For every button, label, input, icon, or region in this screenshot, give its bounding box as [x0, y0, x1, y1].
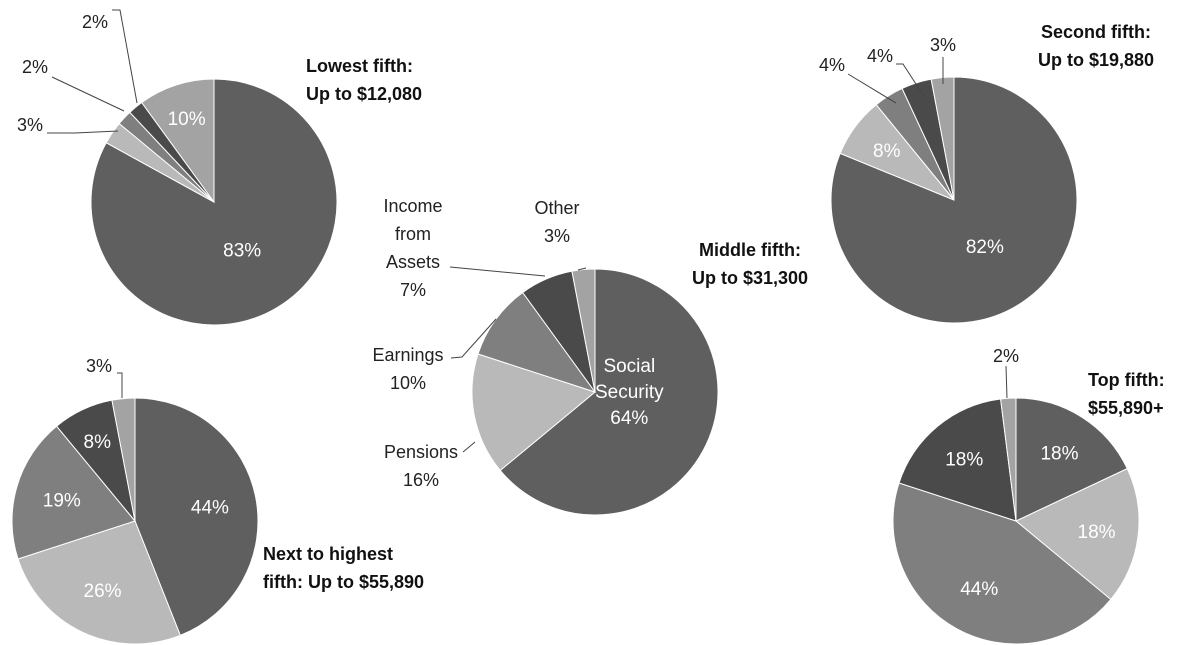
lowest-fifth-label-other: 10%	[168, 109, 206, 130]
top-fifth-callout-other: 2%	[993, 346, 1019, 366]
next-to-highest-fifth-callout-other: 3%	[86, 356, 112, 376]
next-to-highest-fifth-slice-earnings	[11, 425, 136, 560]
lowest-fifth-callout-earnings: 2%	[22, 57, 48, 77]
top-fifth-slice-social-security	[1015, 397, 1128, 522]
middle-fifth-leader-other	[577, 267, 587, 271]
top-fifth-label-pensions: 18%	[1078, 522, 1116, 543]
next-to-highest-fifth-slice-pensions	[17, 520, 181, 645]
top-fifth-leader-other	[1005, 365, 1008, 399]
top-fifth-label-earnings: 44%	[960, 579, 998, 600]
second-fifth-leader-earnings	[847, 73, 897, 104]
middle-fifth-slice-pensions	[471, 353, 597, 472]
middle-fifth-label-social-security: Social Security 64%	[595, 356, 664, 429]
second-fifth-label-social-security: 82%	[966, 237, 1004, 258]
middle-fifth-callout-pensions: Pensions 16%	[384, 442, 458, 490]
second-fifth-callout-income-from-assets: 4%	[867, 46, 893, 66]
middle-fifth-callout-income-from-assets: Income from Assets 7%	[383, 196, 442, 300]
pie-top-fifth: 18% 18% 44% 18% 2% Top fifth: $55,890+	[892, 346, 1165, 645]
top-fifth-slice-other	[1000, 397, 1017, 522]
middle-fifth-leader-earnings	[450, 318, 497, 359]
middle-fifth-leader-income-from-assets	[449, 266, 546, 277]
middle-fifth-slice-social-security	[499, 268, 719, 516]
second-fifth-callout-other: 3%	[930, 35, 956, 55]
middle-fifth-slice-other	[571, 268, 596, 393]
top-fifth-slice-earnings	[892, 482, 1112, 645]
lowest-fifth-callout-income-from-assets: 2%	[82, 12, 108, 32]
second-fifth-title: Second fifth: Up to $19,880	[1038, 22, 1154, 70]
top-fifth-slice-income-from-assets	[898, 398, 1017, 522]
lowest-fifth-callout-pensions: 3%	[17, 115, 43, 135]
middle-fifth-callout-earnings: Earnings 10%	[372, 345, 443, 393]
next-to-highest-fifth-slice-other	[111, 397, 136, 522]
middle-fifth-callout-other: Other 3%	[534, 198, 579, 246]
middle-fifth-title: Middle fifth: Up to $31,300	[692, 240, 808, 288]
top-fifth-slice-pensions	[1015, 467, 1140, 601]
next-to-highest-fifth-label-social-security: 44%	[191, 498, 229, 519]
second-fifth-callout-earnings: 4%	[819, 55, 845, 75]
next-to-highest-fifth-label-earnings: 19%	[43, 491, 81, 512]
lowest-fifth-label-social-security: 83%	[223, 241, 261, 262]
lowest-fifth-leader-earnings	[51, 76, 125, 112]
next-to-highest-fifth-leader-other	[117, 372, 123, 398]
top-fifth-label-income-from-assets: 18%	[945, 449, 983, 470]
middle-fifth-leader-pensions	[462, 441, 476, 453]
pie-middle-fifth: Social Security 64% Pensions 16% Earnings 10% I…	[372, 196, 808, 516]
next-to-highest-fifth-label-pensions: 26%	[84, 581, 122, 602]
pie-next-to-highest-fifth: 44% 26% 19% 8% 3% Next to highest fifth: Up to…	[11, 356, 424, 645]
pie-second-fifth: 82% 8% 4% 4% 3% Second fifth: Up to $19,880	[819, 22, 1154, 324]
next-to-highest-fifth-title: Next to highest fifth: Up to $55,890	[263, 544, 424, 592]
lowest-fifth-title: Lowest fifth: Up to $12,080	[306, 56, 422, 104]
next-to-highest-fifth-slice-social-security	[134, 397, 259, 637]
second-fifth-leader-income-from-assets	[896, 63, 926, 99]
top-fifth-label-social-security: 18%	[1040, 443, 1078, 464]
lowest-fifth-leader-pensions	[47, 130, 119, 134]
second-fifth-label-pensions: 8%	[873, 141, 901, 162]
pie-lowest-fifth: 83% 10% 3% 2% 2% Lowest fifth: Up to $12,080	[17, 9, 422, 326]
lowest-fifth-leader-income-from-assets	[112, 9, 138, 104]
next-to-highest-fifth-label-income-from-assets: 8%	[84, 432, 112, 453]
lowest-fifth-slice-other	[141, 78, 215, 204]
top-fifth-title: Top fifth: $55,890+	[1088, 370, 1165, 418]
